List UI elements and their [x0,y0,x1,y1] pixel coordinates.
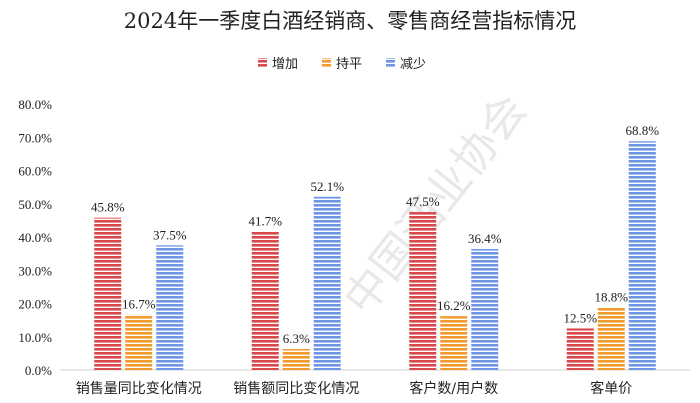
legend-swatch [322,58,331,68]
bar-增加 [409,212,437,370]
axes: 0.0% 10.0% 20.0% 30.0% 40.0% 50.0% 60.0% 70.0% 8… [18,97,690,397]
bar-持平 [125,314,153,370]
bar-持平 [597,307,625,370]
bar-增加 [94,217,122,370]
data-label: 12.5% [563,310,597,325]
y-tick-label: 40.0% [18,230,52,245]
data-labels: 45.8% 16.7% 37.5% 41.7% 6.3% 52.1% 47.5% 16.2% 3… [91,123,659,346]
bar-增加 [251,231,279,370]
bar-减少 [471,248,499,370]
bar-持平 [282,349,310,370]
y-tick-label: 30.0% [18,263,52,278]
bar-持平 [440,316,468,370]
bar-增加 [566,328,594,370]
data-label: 68.8% [625,123,659,138]
y-tick-label: 0.0% [25,363,52,378]
x-tick-label: 客单价 [590,380,632,397]
legend-item: 减少 [386,57,426,72]
y-tick-label: 70.0% [18,130,52,145]
x-tick-label: 客户数/用户数 [409,380,498,397]
y-tick-label: 80.0% [18,97,52,112]
legend-label: 减少 [400,57,426,72]
data-label: 41.7% [248,213,282,228]
legend-swatch [386,58,395,68]
data-label: 18.8% [594,289,628,304]
bar-减少 [156,245,184,370]
data-label: 6.3% [283,331,310,346]
data-label: 16.2% [437,298,471,313]
bar-减少 [628,141,656,370]
chart-title: 2024年一季度白酒经销商、零售商经营指标情况 [124,9,576,33]
data-label: 52.1% [310,179,344,194]
data-label: 16.7% [122,296,156,311]
x-tick-label: 销售额同比变化情况 [233,381,359,397]
legend-item: 持平 [322,57,362,72]
data-label: 36.4% [468,231,502,246]
legend: 增加 持平 减少 [258,57,426,72]
y-tick-label: 60.0% [18,164,52,179]
y-tick-label: 10.0% [18,330,52,345]
data-label: 47.5% [406,194,440,209]
x-tick-label: 销售量同比变化情况 [76,381,202,397]
data-label: 45.8% [91,200,125,215]
y-tick-label: 20.0% [18,297,52,312]
data-label: 37.5% [153,227,187,242]
bars [94,141,656,370]
legend-label: 增加 [272,57,298,72]
legend-swatch [258,58,267,68]
bar-减少 [313,196,341,370]
legend-label: 持平 [336,57,362,72]
legend-item: 增加 [258,57,298,72]
y-tick-label: 50.0% [18,197,52,212]
